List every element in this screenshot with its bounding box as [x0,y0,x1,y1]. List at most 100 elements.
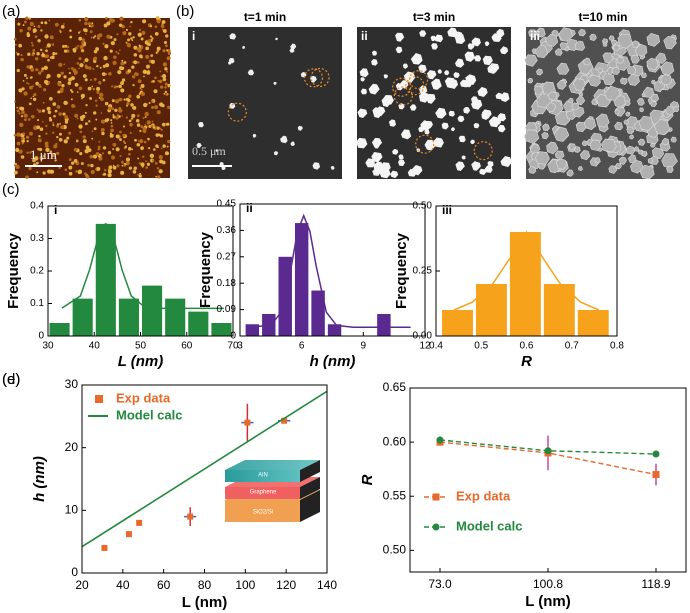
sem-island [410,53,423,65]
afm-grain [70,76,75,81]
afm-grain [63,139,68,144]
afm-grain [56,124,60,128]
afm-grain [45,49,48,53]
afm-grain [59,31,62,33]
afm-grain [26,77,28,80]
afm-grain [37,71,42,75]
afm-grain [46,43,51,48]
sem-island [471,161,481,171]
afm-grain [40,29,43,32]
bar [188,311,209,336]
afm-grain [48,19,51,22]
afm-grain [138,45,142,48]
afm-grain [59,122,62,125]
sem-island [558,27,573,42]
sem-island [431,43,438,50]
afm-grain [132,83,135,87]
data-point [544,447,552,455]
afm-grain [167,152,170,155]
sem-island [273,81,277,85]
afm-grain [95,47,100,51]
bar [327,324,342,336]
sem-island [484,41,490,47]
afm-grain [56,123,59,126]
afm-grain [101,131,105,136]
sem-island [602,73,615,86]
afm-grain [28,17,31,20]
afm-grain [32,49,36,52]
x-tick-label: 30 [42,341,54,352]
x-tick-label: 118.9 [641,577,670,591]
afm-grain [133,166,138,170]
sem-island [553,126,570,142]
afm-grain [134,72,138,76]
afm-grain [84,58,89,63]
y-tick-label: 0.65 [383,380,407,394]
sem-island [571,102,580,111]
afm-grain [92,87,96,91]
afm-grain [107,172,112,178]
afm-grain [155,175,157,178]
afm-grain [137,173,139,176]
afm-grain [166,145,169,148]
afm-grain [139,129,142,133]
x-tick-label: 12 [419,341,431,352]
afm-grain [68,67,70,70]
bar [165,298,186,336]
sem-island [524,54,538,67]
afm-grain [79,130,83,134]
sem-island [365,158,376,168]
y-tick-label: 0 [230,331,236,342]
sem-island [441,122,449,130]
afm-grain [96,90,100,94]
sem-island [419,92,430,103]
afm-grain [131,148,134,151]
sem-island [458,135,466,143]
x-axis-label: h (nm) [310,353,356,370]
afm-grain [15,43,17,46]
afm-grain [145,46,149,51]
afm-grain [120,88,125,93]
afm-grain [164,82,168,86]
afm-grain [79,30,81,33]
sem-island [527,77,534,84]
afm-grain [126,101,130,106]
sem-island [495,92,503,100]
afm-grain [99,83,101,85]
afm-grain [161,74,167,79]
bar [377,314,391,336]
sem-island [624,100,631,106]
data-point [281,417,288,424]
afm-grain [20,137,24,141]
sem-island [390,170,399,179]
scale-label: 1 μm [30,147,57,162]
afm-grain [164,67,168,71]
afm-grain [29,151,32,154]
afm-grain [73,147,78,152]
sem-island [481,112,490,120]
y-tick-label: 0.2 [30,266,44,277]
afm-grain [89,96,93,100]
bar [442,310,473,336]
afm-grain [97,145,101,149]
afm-grain [123,125,126,128]
afm-grain [37,39,41,43]
afm-grain [56,135,59,139]
sem-island [604,85,621,101]
afm-grain [74,82,79,87]
panel-label: (b) [176,3,194,20]
y-tick-label: 0.50 [383,543,407,557]
afm-grain [33,93,37,97]
sem-island [460,79,469,88]
chart: (c) i 0 0.1 0.2 0.3 0.4 30 40 50 60 70 L (nm) Frequen… [2,181,239,370]
afm-grain [74,113,79,118]
sem-island [383,74,388,79]
afm-grain [17,22,21,26]
afm-grain [159,127,162,130]
afm-grain [23,20,27,24]
afm-grain [94,99,98,102]
afm-grain [81,38,85,42]
afm-grain [140,83,145,89]
afm-grain [96,167,101,171]
afm-grain [26,151,29,154]
